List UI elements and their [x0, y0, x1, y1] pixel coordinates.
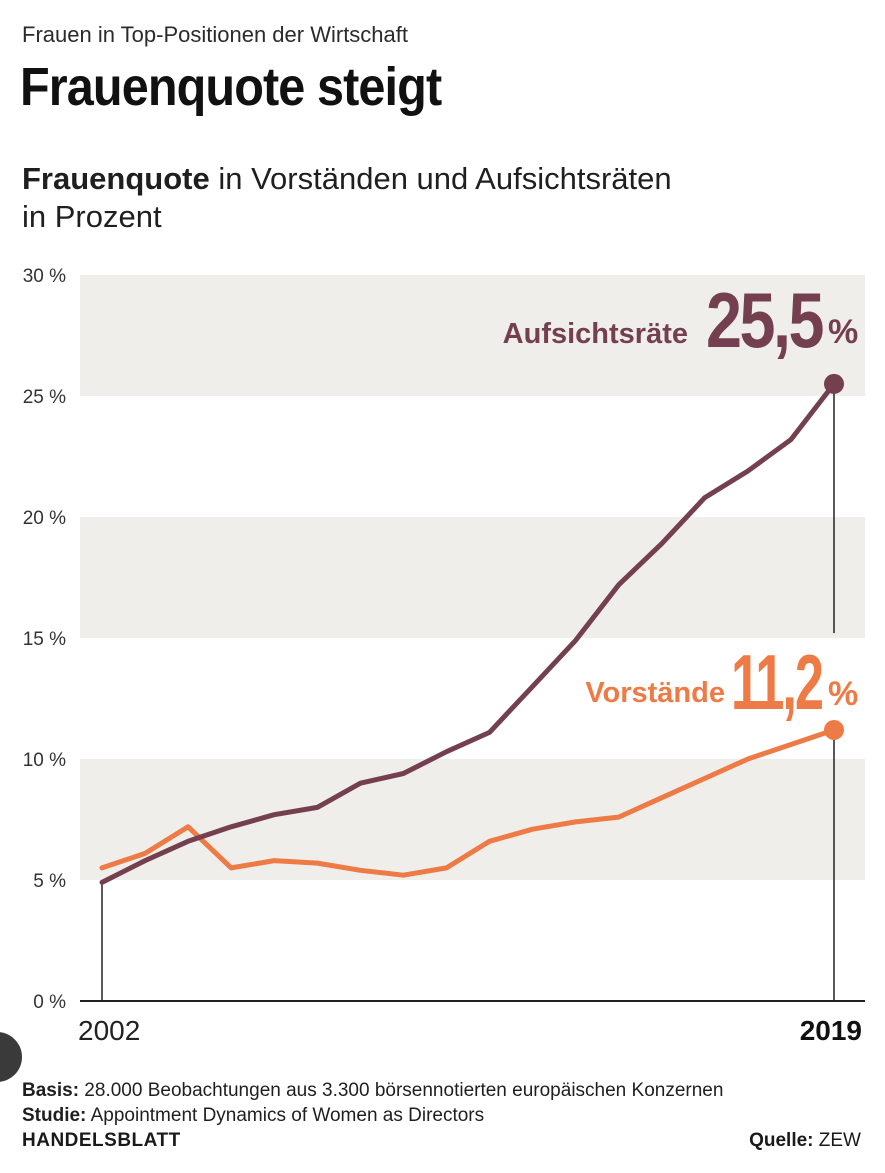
- source-text: ZEW: [813, 1130, 861, 1151]
- grid-band: [80, 759, 865, 880]
- footer-studie: Studie: Appointment Dynamics of Women as…: [22, 1105, 484, 1127]
- scroll-handle[interactable]: [0, 1032, 22, 1082]
- y-tick-label: 20 %: [23, 508, 66, 529]
- series-line: [99, 727, 837, 878]
- chart-title: Frauenquote steigt: [20, 57, 442, 117]
- series-value-label: 11,2: [731, 638, 822, 726]
- basis-label: Basis:: [22, 1080, 80, 1101]
- series-name-label: Aufsichtsräte: [503, 318, 688, 350]
- y-tick-label: 15 %: [23, 629, 66, 650]
- line-chart: 0 % 5 % 10 % 15 % 20 % 25 % 30 % 2002 2019 Aufsic…: [23, 266, 865, 1046]
- y-tick-label: 25 %: [23, 387, 66, 408]
- brand-logo: HANDELSBLATT: [22, 1130, 181, 1151]
- subtitle-line2: in Prozent: [22, 199, 162, 234]
- series-unit-label: %: [828, 675, 858, 713]
- source-label: Quelle:: [749, 1130, 814, 1151]
- y-tick-label: 10 %: [23, 750, 66, 771]
- series-unit-label: %: [828, 313, 858, 351]
- grid-band: [80, 275, 865, 396]
- chart-kicker: Frauen in Top-Positionen der Wirtschaft: [22, 22, 408, 47]
- subtitle-rest: in Vorständen und Aufsichtsräten: [209, 161, 672, 196]
- source: Quelle: ZEW: [749, 1130, 861, 1152]
- series-line: [99, 381, 837, 885]
- grid-band: [80, 517, 865, 638]
- series-end-point: [824, 373, 844, 394]
- series-end-point: [824, 719, 844, 740]
- series-value-label: 25,5: [706, 276, 823, 364]
- subtitle-bold: Frauenquote: [22, 161, 210, 196]
- basis-text: 28.000 Beobachtungen aus 3.300 börsennot…: [79, 1080, 724, 1101]
- y-tick-label: 30 %: [23, 266, 66, 287]
- x-tick-label: 2019: [800, 1015, 862, 1046]
- footer-basis: Basis: 28.000 Beobachtungen aus 3.300 bö…: [22, 1080, 723, 1102]
- chart-subtitle: Frauenquote in Vorständen und Aufsichtsr…: [22, 160, 672, 236]
- series-name-label: Vorstände: [585, 677, 725, 709]
- studie-label: Studie:: [22, 1105, 87, 1126]
- y-tick-label: 5 %: [33, 871, 66, 892]
- y-tick-label: 0 %: [33, 992, 66, 1013]
- x-tick-label: 2002: [78, 1015, 140, 1046]
- studie-text: Appointment Dynamics of Women as Directo…: [86, 1105, 485, 1126]
